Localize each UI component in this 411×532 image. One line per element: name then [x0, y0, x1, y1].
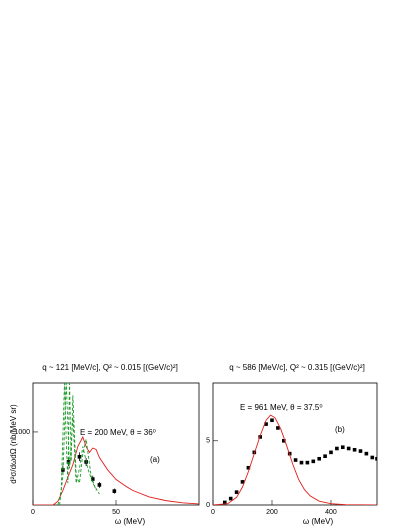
annotation: (a)	[150, 455, 160, 464]
data-point	[364, 451, 369, 456]
x-tick-label: 50	[112, 509, 120, 516]
data-point	[66, 460, 71, 464]
data-point	[370, 455, 375, 460]
data-point	[329, 450, 333, 455]
plot-area	[213, 414, 377, 505]
data-point	[317, 456, 321, 461]
data-point	[228, 496, 233, 501]
data-point	[240, 480, 245, 484]
x-axis-label: ω (MeV)	[115, 517, 146, 526]
theory-curve	[213, 414, 377, 505]
x-tick-label: 200	[266, 509, 278, 516]
y-tick-label: 0	[206, 502, 210, 509]
data-point	[352, 447, 357, 452]
data-point	[270, 418, 274, 423]
data-point	[246, 465, 251, 470]
theory-curve	[33, 435, 199, 505]
annotation: (b)	[335, 425, 345, 434]
y-tick-label: 1000	[14, 429, 30, 436]
plot-frame	[32, 382, 200, 506]
x-axis-label: ω (MeV)	[303, 517, 334, 526]
data-point	[293, 458, 298, 462]
plot-area	[33, 383, 199, 505]
data-point	[90, 477, 95, 481]
data-point	[264, 422, 268, 426]
data-point	[311, 459, 316, 464]
data-point	[281, 438, 286, 443]
data-point	[234, 490, 239, 494]
chart-title: q ~ 121 [MeV/c], Q² ~ 0.015 [(GeV/c)²]	[42, 363, 178, 372]
dashed-curve	[59, 383, 100, 505]
data-point	[77, 454, 82, 459]
data-point	[335, 446, 339, 451]
chart-title: q ~ 586 [MeV/c], Q² ~ 0.315 [(GeV/c)²]	[229, 363, 365, 372]
annotation: E = 961 MeV, θ = 37.5⁰	[240, 403, 323, 412]
data-point	[358, 449, 363, 453]
data-point	[340, 445, 345, 450]
data-point	[305, 460, 310, 465]
x-tick-label: 0	[211, 509, 215, 516]
data-point	[299, 460, 304, 465]
data-point	[375, 456, 377, 461]
y-axis-label: d²σ/dωdΩ (nb/MeV sr)	[9, 404, 18, 484]
y-tick-label: 5	[206, 438, 210, 445]
annotation: E = 200 MeV, θ = 36⁰	[80, 428, 156, 437]
data-point	[222, 500, 227, 505]
x-tick-label: 0	[31, 509, 35, 516]
x-tick-label: 400	[325, 509, 337, 516]
data-point	[276, 426, 280, 430]
data-point	[323, 454, 327, 458]
data-point	[346, 446, 351, 451]
data-point	[112, 489, 117, 493]
data-point	[97, 483, 102, 487]
plot-frame	[212, 382, 378, 506]
